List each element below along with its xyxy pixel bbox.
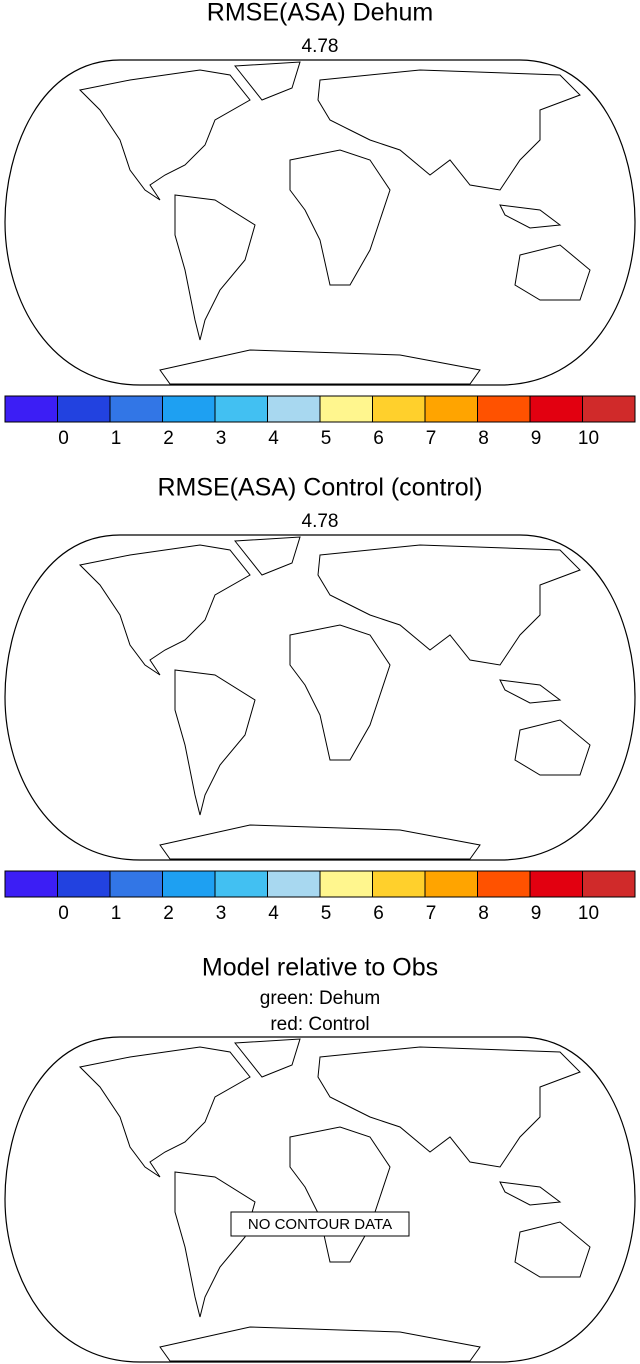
panel-subtitle: 4.78 xyxy=(302,36,339,57)
colorbar-box xyxy=(424,870,478,898)
colorbar-label: 2 xyxy=(163,428,174,449)
colorbar-box xyxy=(372,395,426,423)
map xyxy=(4,1036,636,1363)
colorbar-box xyxy=(57,870,111,898)
note: NO CONTOUR DATA xyxy=(248,1216,392,1233)
colorbar-label: 5 xyxy=(321,903,332,924)
map xyxy=(4,59,636,386)
panel-title: Model relative to Obs xyxy=(202,954,438,982)
colorbar-box xyxy=(319,870,373,898)
high-error xyxy=(80,62,590,95)
coastline xyxy=(79,1038,591,1318)
colorbar-label: 5 xyxy=(321,428,332,449)
colorbar-box xyxy=(424,395,478,423)
colorbar-label: 6 xyxy=(373,428,384,449)
land-base xyxy=(80,537,590,815)
colorbar-label: 10 xyxy=(578,903,599,924)
colorbar-box xyxy=(267,395,321,423)
panel-subtitle: red: Control xyxy=(270,1014,369,1035)
panel-subtitle: 4.78 xyxy=(302,511,339,532)
colorbar-box xyxy=(57,395,111,423)
colorbar-label: 8 xyxy=(478,903,489,924)
colorbar-label: 9 xyxy=(531,428,542,449)
colorbar-box xyxy=(477,870,531,898)
coastline xyxy=(79,61,591,341)
colorbar-box xyxy=(4,395,58,423)
colorbar-label: 2 xyxy=(163,903,174,924)
panel-title: RMSE(ASA) Dehum xyxy=(207,0,433,27)
colorbar-box xyxy=(109,870,163,898)
colorbar-box xyxy=(582,395,636,423)
colorbar-label: 4 xyxy=(268,428,279,449)
map-frame xyxy=(4,1036,636,1363)
land-base xyxy=(80,62,590,340)
map xyxy=(4,534,636,861)
colorbar-label: 4 xyxy=(268,903,279,924)
map-frame xyxy=(4,59,636,386)
colorbar-box xyxy=(267,870,321,898)
panel-title: RMSE(ASA) Control (control) xyxy=(157,474,482,502)
map-frame xyxy=(4,534,636,861)
colorbar-label: 7 xyxy=(426,903,437,924)
colorbar-label: 0 xyxy=(58,428,69,449)
colorbar-box xyxy=(214,870,268,898)
panel-subtitle: green: Dehum xyxy=(260,988,380,1009)
colorbar-label: 1 xyxy=(111,428,122,449)
low-error xyxy=(338,693,362,717)
colorbar-label: 8 xyxy=(478,428,489,449)
colorbar-box xyxy=(529,395,583,423)
colorbar-label: 9 xyxy=(531,903,542,924)
colorbar-label: 3 xyxy=(216,903,227,924)
colorbar-box xyxy=(477,395,531,423)
low-error xyxy=(196,210,224,230)
colorbar-box xyxy=(582,870,636,898)
colorbar-box xyxy=(162,870,216,898)
coastline xyxy=(79,536,591,816)
antarctica xyxy=(159,824,481,860)
colorbar-label: 0 xyxy=(58,903,69,924)
low-error xyxy=(338,218,362,242)
note-box xyxy=(230,1211,410,1237)
colorbar-box xyxy=(529,870,583,898)
colorbar-box xyxy=(4,870,58,898)
colorbar-box xyxy=(214,395,268,423)
colorbar-box xyxy=(372,870,426,898)
colorbar-label: 10 xyxy=(578,428,599,449)
antarctica xyxy=(159,1326,481,1362)
colorbar-label: 7 xyxy=(426,428,437,449)
land-fill xyxy=(80,537,590,815)
colorbar-label: 3 xyxy=(216,428,227,449)
colorbar-box xyxy=(162,395,216,423)
antarctica xyxy=(159,349,481,385)
colorbar-label: 6 xyxy=(373,903,384,924)
land-fill xyxy=(80,62,590,340)
low-error xyxy=(196,685,224,705)
colorbar-box xyxy=(109,395,163,423)
colorbar-box xyxy=(319,395,373,423)
high-error xyxy=(80,537,590,570)
colorbar-label: 1 xyxy=(111,903,122,924)
